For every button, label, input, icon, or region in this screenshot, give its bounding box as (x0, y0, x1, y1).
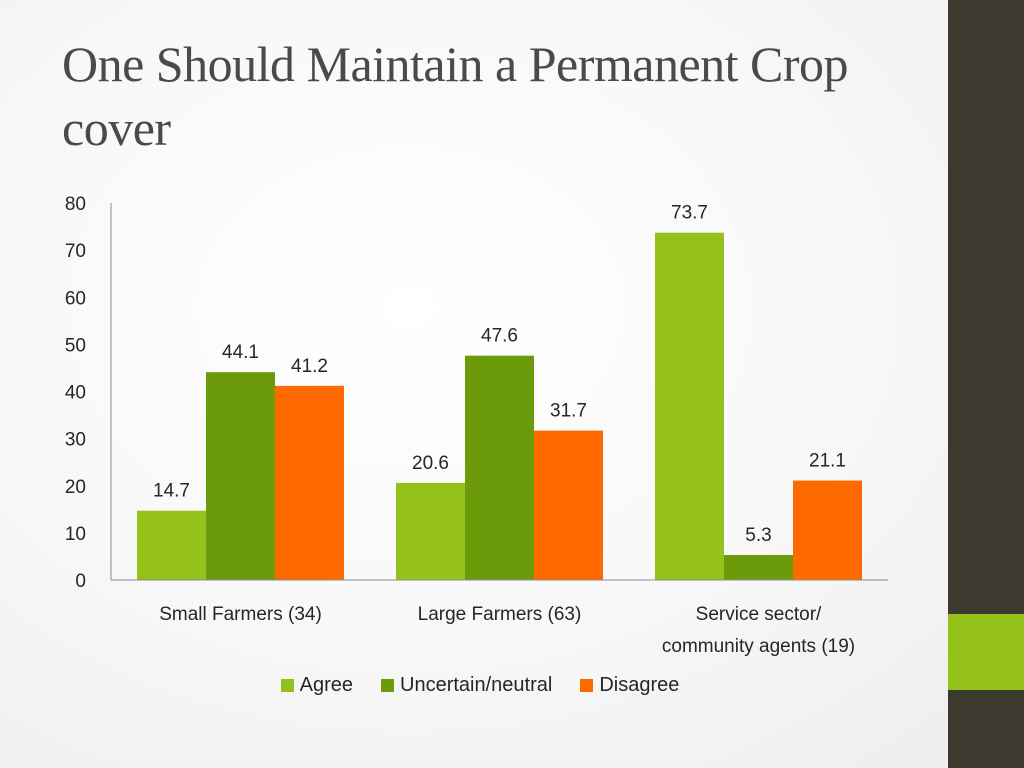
x-axis: Small Farmers (34) Large Farmers (63) Serv… (111, 579, 888, 657)
data-label: 44.1 (222, 342, 259, 363)
x-category-label: community agents (19) (662, 636, 855, 657)
legend-item: Agree (280, 674, 353, 697)
legend-item: Uncertain/neutral (381, 674, 552, 697)
data-label: 73.7 (671, 203, 708, 224)
bar-agree (655, 232, 724, 580)
legend-swatch (381, 679, 394, 692)
bar-uncertain-neutral (206, 372, 275, 580)
legend-label: Disagree (599, 674, 680, 696)
bar-uncertain-neutral (465, 355, 534, 580)
bar-disagree (534, 430, 603, 580)
bar-agree (396, 482, 465, 580)
side-accent (948, 614, 1024, 690)
data-label: 31.7 (550, 401, 587, 422)
y-tick-label: 50 (65, 335, 86, 356)
x-category-label: Large Farmers (63) (418, 604, 582, 625)
bar-disagree (275, 385, 344, 580)
legend-label: Uncertain/neutral (400, 674, 553, 696)
bars (137, 232, 862, 580)
y-tick-label: 0 (75, 571, 86, 592)
data-labels: 14.7 44.1 41.2 20.6 47.6 31.7 73.7 5.3 21.1 (153, 203, 846, 546)
bar-uncertain-neutral (724, 555, 793, 580)
y-tick-label: 30 (65, 430, 86, 451)
y-tick-label: 70 (65, 241, 86, 262)
bar-disagree (793, 480, 862, 580)
y-tick-label: 40 (65, 383, 86, 404)
y-tick-label: 10 (65, 524, 86, 545)
legend-item: Disagree (580, 674, 679, 697)
y-axis: 0 10 20 30 40 50 60 70 80 (65, 194, 112, 592)
data-label: 5.3 (745, 525, 771, 546)
legend-swatch (580, 679, 594, 692)
legend: Agree Uncertain/neutral Disagree (0, 674, 960, 697)
y-tick-label: 80 (65, 194, 86, 215)
data-label: 47.6 (481, 326, 518, 347)
data-label: 14.7 (153, 481, 190, 502)
slide-title: One Should Maintain a Permanent Crop cov… (62, 36, 849, 156)
y-tick-label: 60 (65, 288, 86, 309)
y-tick-label: 20 (65, 477, 86, 498)
x-category-label: Service sector/ (696, 604, 822, 625)
data-label: 41.2 (291, 356, 328, 377)
x-category-label: Small Farmers (34) (159, 604, 322, 625)
bar-agree (137, 510, 206, 580)
legend-label: Agree (299, 674, 353, 696)
data-label: 20.6 (412, 453, 449, 474)
bar-chart: 0 10 20 30 40 50 60 70 80 14.7 44.1 41.2 20.6 47.6 31… (65, 194, 888, 657)
data-label: 21.1 (809, 451, 846, 472)
legend-swatch (280, 679, 294, 692)
